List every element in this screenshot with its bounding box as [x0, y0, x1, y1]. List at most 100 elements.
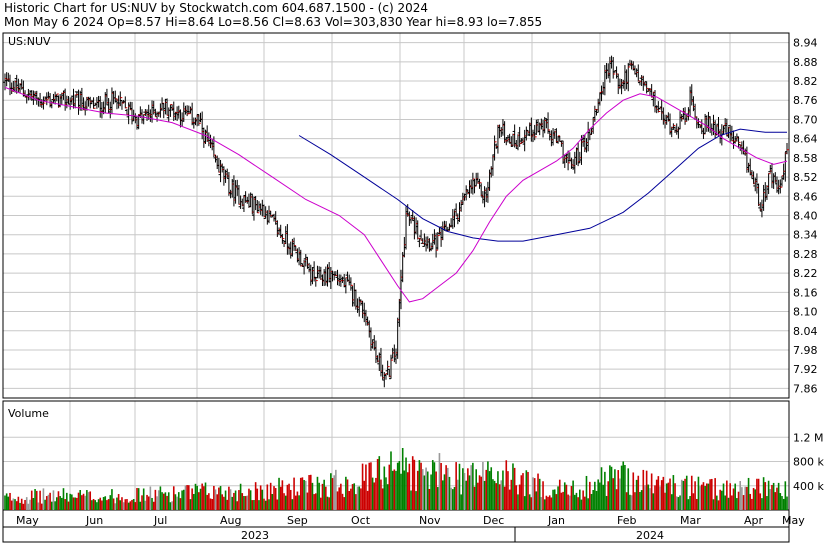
- volume-bar: [756, 478, 758, 510]
- year-label-2023: 2023: [241, 529, 269, 542]
- price-bar: [611, 56, 616, 79]
- volume-bar: [717, 500, 720, 510]
- volume-bar: [428, 488, 431, 510]
- volume-bar: [67, 501, 70, 510]
- price-grid: [3, 42, 789, 389]
- volume-bar: [77, 492, 80, 510]
- volume-bar: [689, 496, 691, 510]
- volume-bar: [325, 486, 327, 510]
- volume-bar: [29, 499, 31, 510]
- volume-bar: [241, 493, 244, 510]
- volume-bar: [420, 462, 422, 510]
- month-label: Dec: [483, 514, 504, 527]
- volume-bar: [548, 495, 551, 510]
- price-tick-label: 8.22: [793, 267, 818, 280]
- volume-bar: [425, 467, 427, 510]
- volume-bar: [101, 500, 103, 510]
- volume-bar: [665, 483, 668, 510]
- volume-bar: [674, 483, 676, 510]
- volume-bar: [600, 467, 603, 510]
- volume-tick-label: 800 k: [793, 456, 824, 469]
- volume-bar: [132, 499, 135, 510]
- volume-bar: [381, 488, 384, 510]
- volume-bar: [435, 471, 437, 510]
- volume-bar: [433, 462, 436, 510]
- volume-bar: [398, 461, 401, 510]
- volume-bar: [27, 503, 30, 510]
- volume-bar: [214, 489, 217, 510]
- volume-bar: [731, 495, 733, 510]
- month-grid: [69, 33, 731, 510]
- price-bar: [517, 126, 522, 147]
- volume-bar: [727, 497, 730, 510]
- volume-bar: [605, 495, 608, 510]
- volume-bar: [55, 497, 58, 510]
- volume-bar: [754, 489, 757, 510]
- volume-bar: [348, 490, 351, 510]
- volume-bar: [326, 496, 329, 510]
- volume-bar: [144, 500, 147, 510]
- volume-bar: [771, 484, 773, 510]
- volume-bar: [249, 490, 252, 510]
- volume-bar: [350, 488, 352, 510]
- volume-bar: [620, 465, 623, 510]
- volume-bar: [318, 482, 320, 510]
- month-label: Feb: [617, 514, 636, 527]
- volume-bar: [263, 498, 265, 510]
- volume-bar: [234, 490, 237, 510]
- volume-bar: [71, 494, 73, 510]
- long-moving-average-line: [298, 128, 787, 242]
- volume-bar: [690, 475, 693, 510]
- volume-bar: [522, 473, 524, 510]
- volume-bar: [293, 477, 295, 510]
- volume-bar: [266, 484, 269, 510]
- price-bar: [415, 220, 420, 240]
- volume-bar: [228, 486, 230, 510]
- month-label: Oct: [351, 514, 371, 527]
- volume-bar: [323, 479, 325, 510]
- volume-bar: [137, 488, 140, 510]
- price-tick-label: 8.34: [793, 229, 818, 242]
- volume-bar: [547, 496, 549, 510]
- volume-bar: [171, 501, 173, 510]
- volume-bar: [186, 485, 188, 510]
- volume-bar: [557, 486, 559, 510]
- volume-bar: [25, 497, 28, 510]
- volume-bar: [14, 499, 16, 510]
- volume-bar: [224, 490, 227, 510]
- volume-bar: [209, 498, 212, 510]
- volume-bar: [74, 497, 76, 510]
- volume-bar: [373, 482, 376, 510]
- volume-bar: [669, 478, 671, 510]
- volume-bar: [7, 496, 10, 510]
- volume-bar: [9, 492, 11, 510]
- volume-bar: [142, 488, 145, 510]
- price-bar: [118, 91, 123, 107]
- volume-bar: [542, 481, 544, 510]
- volume-bar: [732, 488, 735, 510]
- volume-bar: [167, 492, 170, 510]
- volume-bar: [560, 492, 563, 510]
- volume-bar: [286, 484, 289, 510]
- volume-bar: [694, 481, 696, 510]
- volume-bar: [565, 484, 568, 510]
- volume-bar: [700, 484, 703, 510]
- volume-bar: [697, 476, 700, 510]
- volume-bar: [737, 491, 740, 510]
- price-tick-label: 8.28: [793, 248, 818, 261]
- volume-bar: [206, 494, 208, 510]
- volume-bar: [515, 485, 518, 510]
- volume-bar: [203, 486, 205, 510]
- price-tick-label: 8.46: [793, 190, 818, 203]
- volume-bar: [426, 471, 429, 510]
- volume-bar: [687, 499, 690, 510]
- volume-bar: [204, 482, 207, 510]
- volume-bar: [492, 479, 494, 510]
- volume-bar: [614, 469, 616, 510]
- volume-bar: [465, 480, 467, 510]
- volume-bar: [558, 479, 561, 510]
- volume-bar: [338, 487, 340, 510]
- volume-bar: [629, 494, 631, 510]
- volume-bar: [221, 494, 224, 510]
- volume-bar: [283, 493, 285, 510]
